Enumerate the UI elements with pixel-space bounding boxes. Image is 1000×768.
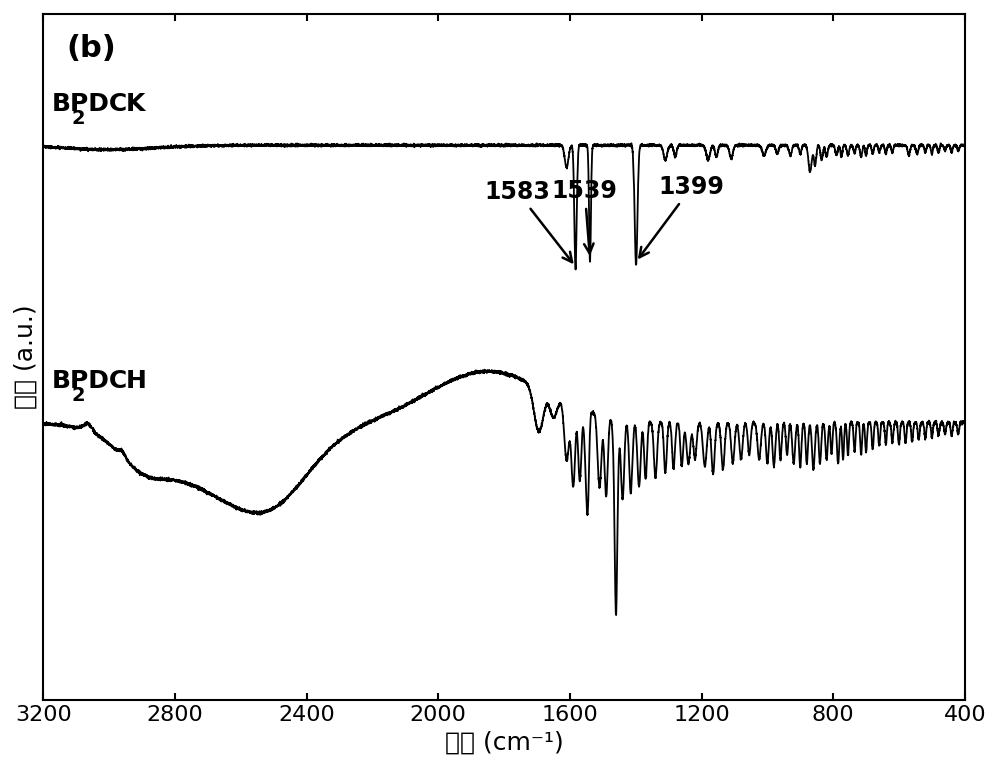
X-axis label: 波数 (cm⁻¹): 波数 (cm⁻¹) [445,730,563,754]
Text: 1583: 1583 [484,180,572,262]
Text: 2: 2 [71,109,85,127]
Text: K: K [126,92,145,116]
Text: 2: 2 [71,386,85,405]
Text: 1399: 1399 [639,175,725,257]
Text: 1539: 1539 [552,180,618,253]
Text: BPDC: BPDC [52,92,128,116]
Text: (b): (b) [66,35,116,64]
Y-axis label: 强度 (a.u.): 强度 (a.u.) [14,304,38,409]
Text: H: H [126,369,147,393]
Text: BPDC: BPDC [52,369,128,393]
